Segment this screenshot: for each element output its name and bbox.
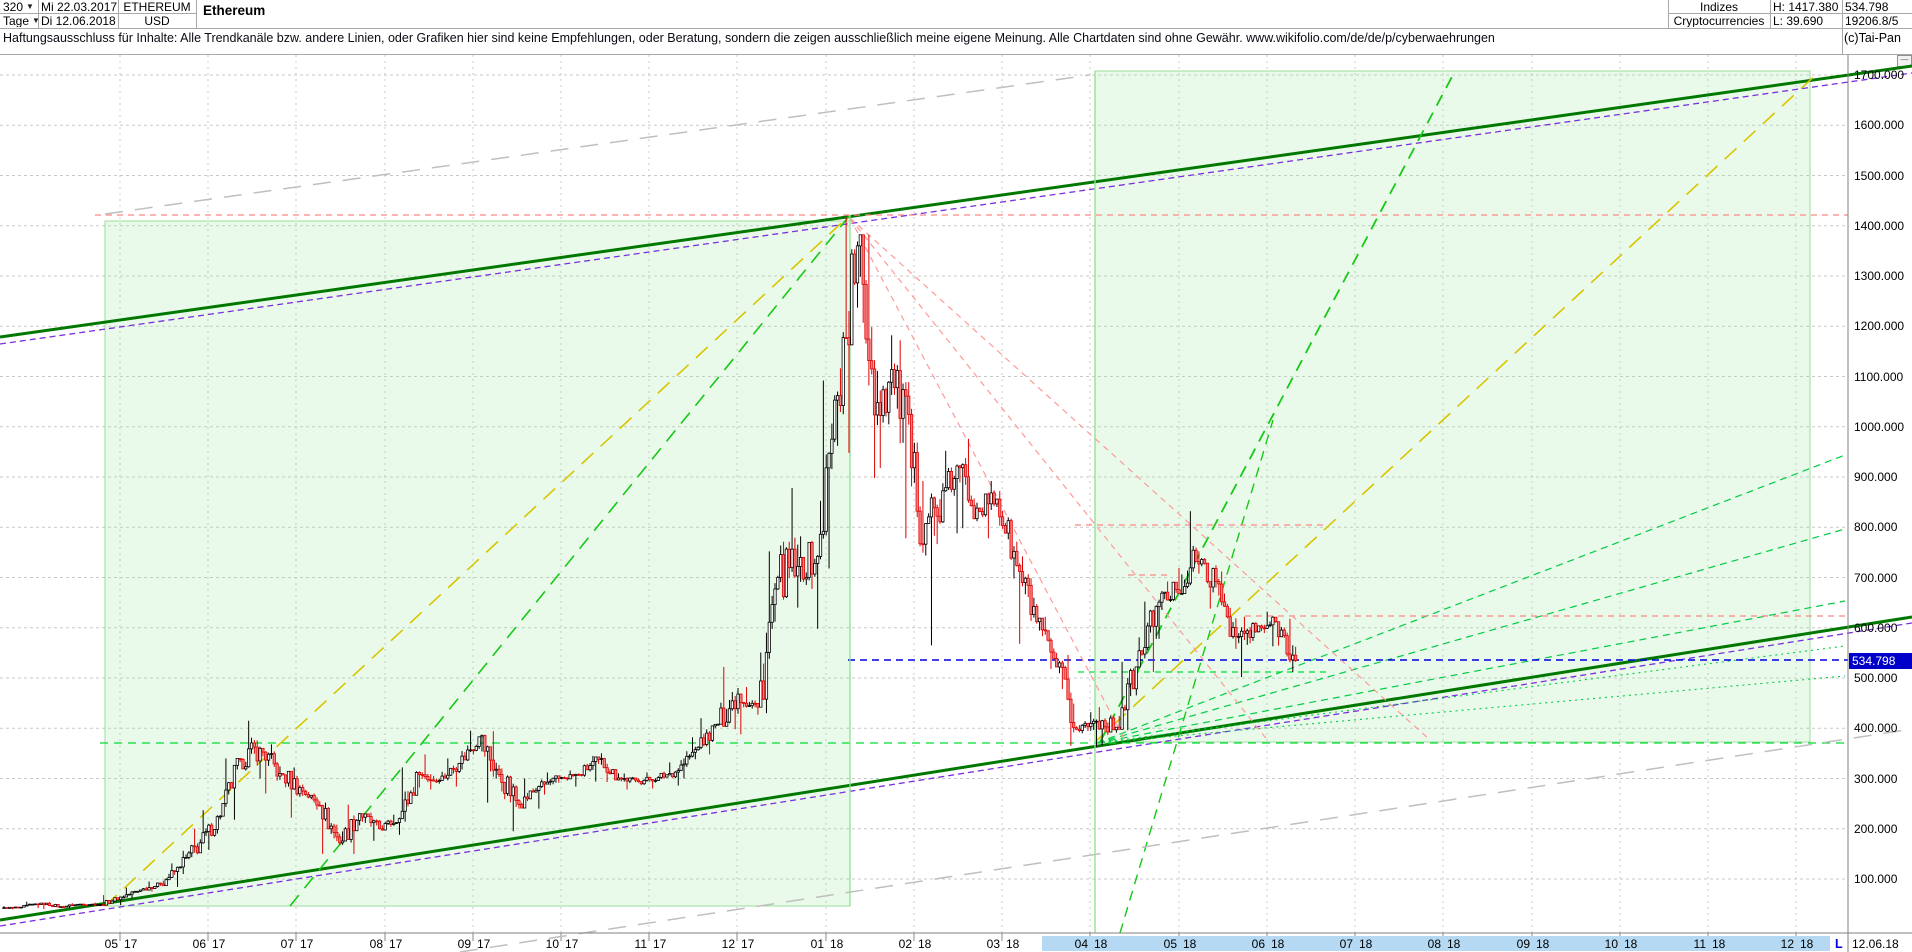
y-axis-label: 500.000 [1854,671,1898,685]
x-axis-year-label: 17 [300,937,314,951]
x-axis-month-label: 01 [810,937,824,951]
x-axis-year-label: 17 [741,937,755,951]
y-axis-label: 200.000 [1854,821,1898,836]
axis-corner-date: 12.06.18 [1852,937,1899,951]
header-divider [196,0,197,28]
y-axis-label: 900.000 [1854,470,1898,484]
y-axis-label: 1400.000 [1854,218,1905,233]
x-axis-month-label: 10 [545,937,559,951]
y-axis-label: 400.000 [1854,721,1898,736]
x-axis-highlight-band [1042,936,1830,951]
x-axis-year-label: 18 [1271,937,1285,951]
x-axis-year-label: 18 [830,937,844,951]
y-axis-label: 800.000 [1854,520,1898,535]
period-low-value: L: 39.690 [1773,14,1824,27]
period-value: Tage [3,14,30,27]
x-axis-month-label: 06 [1251,937,1265,951]
axis-l-marker: L [1835,937,1843,951]
y-axis-label: 1200.000 [1854,319,1905,334]
x-axis-year-label: 17 [389,937,403,951]
index-group-line2: Cryptocurrencies [1673,14,1765,27]
chevron-down-icon: ▼ [32,16,38,25]
x-axis-year-label: 17 [477,937,491,951]
x-axis-year-label: 17 [212,937,226,951]
disclaimer-text: Haftungsausschluss für Inhalte: Alle Tre… [3,31,1495,45]
period-high-value: H: 1417.380 [1773,0,1839,13]
x-axis-month-label: 05 [1163,937,1177,951]
header-divider [1668,13,1912,14]
header-divider [38,0,39,28]
y-axis-label: 600.000 [1854,620,1898,635]
x-axis-month-label: 09 [1516,937,1530,951]
x-axis-month-label: 11 [1693,937,1706,951]
x-axis-month-label: 07 [1339,937,1353,951]
index-group-line1: Indizes [1699,0,1739,13]
y-axis-label: 1300.000 [1854,269,1905,283]
x-axis-month-label: 12 [721,937,735,951]
x-axis-year-label: 17 [565,937,579,951]
y-axis-label: 1100.000 [1854,369,1904,384]
last-price-value: 534.798 [1845,0,1889,13]
secondary-index-value: 19206.8/5 [1845,14,1899,27]
y-axis-label: 1000.000 [1854,419,1905,434]
x-axis-year-label: 18 [1006,937,1020,951]
date-to-field[interactable]: Di 12.06.2018 [41,14,116,27]
y-axis-label: 1600.000 [1854,118,1905,133]
y-axis-label: 1500.000 [1854,168,1905,183]
header-divider [1842,0,1843,54]
x-axis-month-label: 09 [457,937,471,951]
header-divider [0,28,1912,29]
date-from-field[interactable]: Mi 22.03.2017 [41,0,118,13]
x-axis-year-label: 18 [1624,937,1638,951]
x-axis-month-label: 05 [104,937,118,951]
y-axis-label: 1700.000 [1854,68,1905,82]
x-axis-year-label: 18 [1183,937,1197,951]
x-axis-month-label: 08 [369,937,383,951]
x-axis-month-label: 06 [192,937,206,951]
x-axis-month-label: 03 [986,937,1000,951]
x-axis-month-label: 04 [1074,937,1088,951]
header-divider [0,13,196,14]
x-axis-month-label: 02 [898,937,912,951]
instrument-title: Ethereum [203,2,266,18]
bars-count-dropdown[interactable]: 320 ▼ [0,0,38,13]
x-axis-year-label: 18 [918,937,932,951]
x-axis-year-label: 18 [1094,937,1108,951]
symbol-code: ETHEREUM [123,0,191,13]
x-axis-month-label: 08 [1427,937,1441,951]
x-axis-month-label: 07 [280,937,294,951]
currency-code: USD [144,14,170,27]
x-axis-year-label: 18 [1447,937,1461,951]
header-divider [118,0,119,28]
x-axis-year-label: 18 [1359,937,1373,951]
header-divider [1770,0,1771,28]
x-axis-month-label: 12 [1780,937,1794,951]
y-axis-label: 700.000 [1854,570,1898,585]
x-axis-month-label: 10 [1604,937,1618,951]
y-axis-label: 300.000 [1854,771,1898,786]
x-axis-year-label: 18 [1800,937,1814,951]
header-divider [1668,0,1669,28]
x-axis-year-label: 17 [653,937,667,951]
chevron-down-icon: ▼ [26,2,34,11]
x-axis-year-label: 17 [124,937,138,951]
last-price-tag: 534.798 [1849,652,1912,669]
copyright-label: (c)Tai-Pan [1844,31,1901,45]
period-dropdown[interactable]: Tage ▼ [0,14,38,27]
x-axis-year-label: 18 [1536,937,1550,951]
bars-count-value: 320 [3,0,24,13]
y-axis-label: 100.000 [1854,872,1898,886]
x-axis-year-label: 18 [1712,937,1726,951]
x-axis-month-label: 11 [634,937,647,951]
header-divider [0,54,1912,55]
